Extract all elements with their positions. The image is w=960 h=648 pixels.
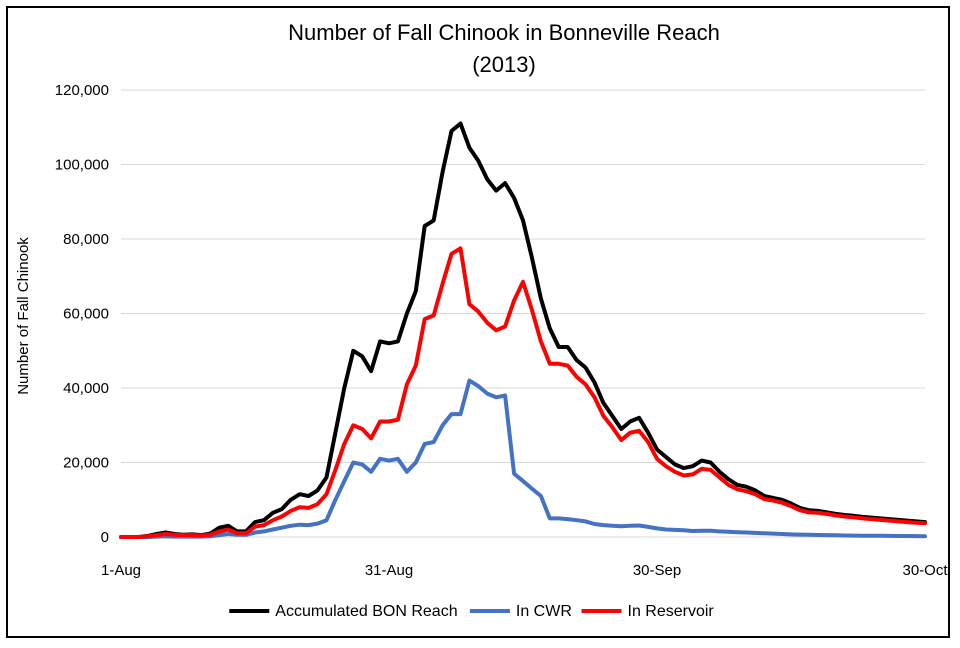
x-tick-label: 30-Oct <box>902 562 948 579</box>
chart-subtitle: (2013) <box>472 52 536 77</box>
legend: Accumulated BON Reach In CWR In Reservoir <box>229 603 714 620</box>
y-tick-label: 120,000 <box>55 82 109 99</box>
legend-label: In CWR <box>516 603 572 620</box>
y-tick-label: 100,000 <box>55 157 109 174</box>
gridlines <box>121 89 925 538</box>
series-line-in-cwr <box>119 378 927 539</box>
y-axis-label: Number of Fall Chinook <box>15 237 32 395</box>
legend-item: In Reservoir <box>581 603 715 620</box>
legend-label: Accumulated BON Reach <box>275 603 457 620</box>
y-tick-label: 80,000 <box>63 231 109 248</box>
x-tick-label: 31-Aug <box>365 562 413 579</box>
series-line-accumulated-bon-reach <box>119 121 927 539</box>
chart-title: Number of Fall Chinook in Bonneville Rea… <box>288 20 720 45</box>
chart-svg: Number of Fall Chinook in Bonneville Rea… <box>15 20 948 620</box>
y-tick-label: 20,000 <box>63 455 109 472</box>
legend-item: Accumulated BON Reach <box>229 603 458 620</box>
series-line-in-reservoir <box>119 246 927 539</box>
y-tick-label: 60,000 <box>63 306 109 323</box>
x-tick-label: 30-Sep <box>633 562 681 579</box>
y-tick-label: 40,000 <box>63 380 109 397</box>
x-tick-labels: 1-Aug 31-Aug 30-Sep 30-Oct <box>101 562 948 579</box>
y-tick-labels: 0 20,000 40,000 60,000 80,000 100,000 120,000 <box>55 82 109 546</box>
y-tick-label: 0 <box>101 529 109 546</box>
x-tick-label: 1-Aug <box>101 562 141 579</box>
chart-frame: Number of Fall Chinook in Bonneville Rea… <box>6 6 950 638</box>
legend-item: In CWR <box>469 603 572 620</box>
legend-label: In Reservoir <box>628 603 715 620</box>
series-lines <box>119 121 927 539</box>
